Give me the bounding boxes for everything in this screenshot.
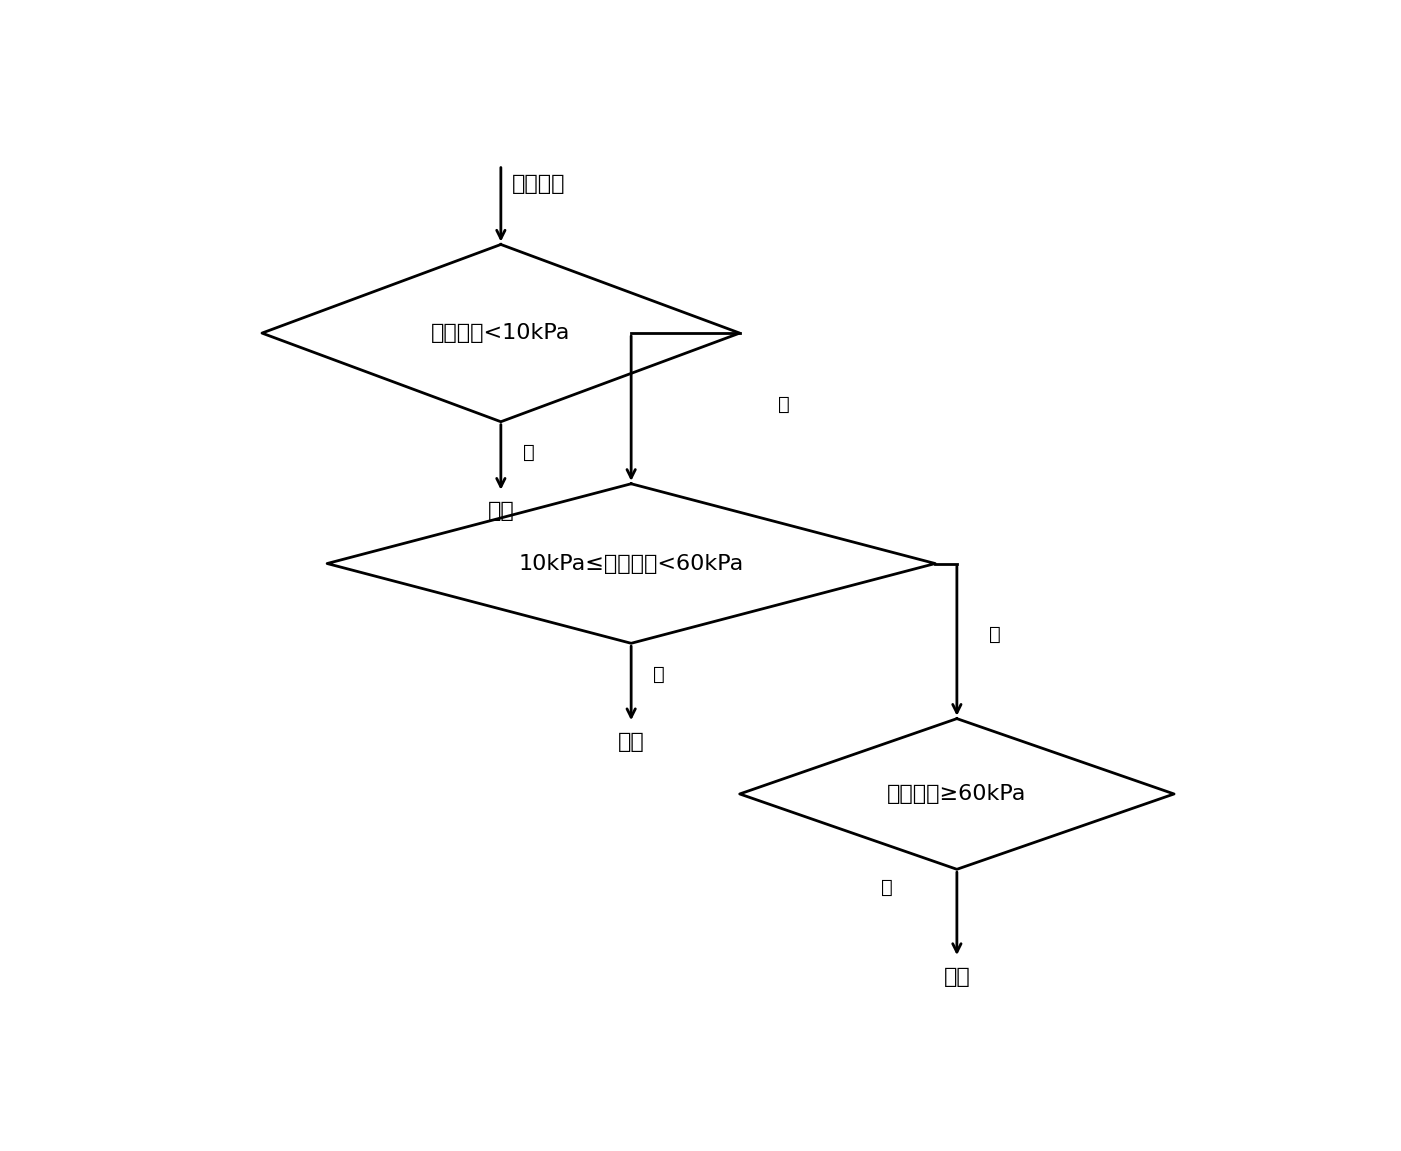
Text: 否: 否 — [881, 877, 892, 897]
Text: 泡点压力≥60kPa: 泡点压力≥60kPa — [887, 784, 1027, 803]
Text: 泡点压力<10kPa: 泡点压力<10kPa — [432, 323, 570, 343]
Text: 启动: 启动 — [488, 502, 514, 521]
Text: 否: 否 — [778, 395, 790, 413]
Text: 关闭: 关闭 — [943, 967, 971, 986]
Text: 是: 是 — [523, 443, 534, 463]
Text: 启动: 启动 — [618, 732, 644, 752]
Text: 是: 是 — [653, 665, 664, 684]
Text: 泡点压力: 泡点压力 — [511, 174, 565, 193]
Text: 否: 否 — [989, 625, 1002, 643]
Text: 10kPa≤泡点压力<60kPa: 10kPa≤泡点压力<60kPa — [518, 554, 744, 573]
